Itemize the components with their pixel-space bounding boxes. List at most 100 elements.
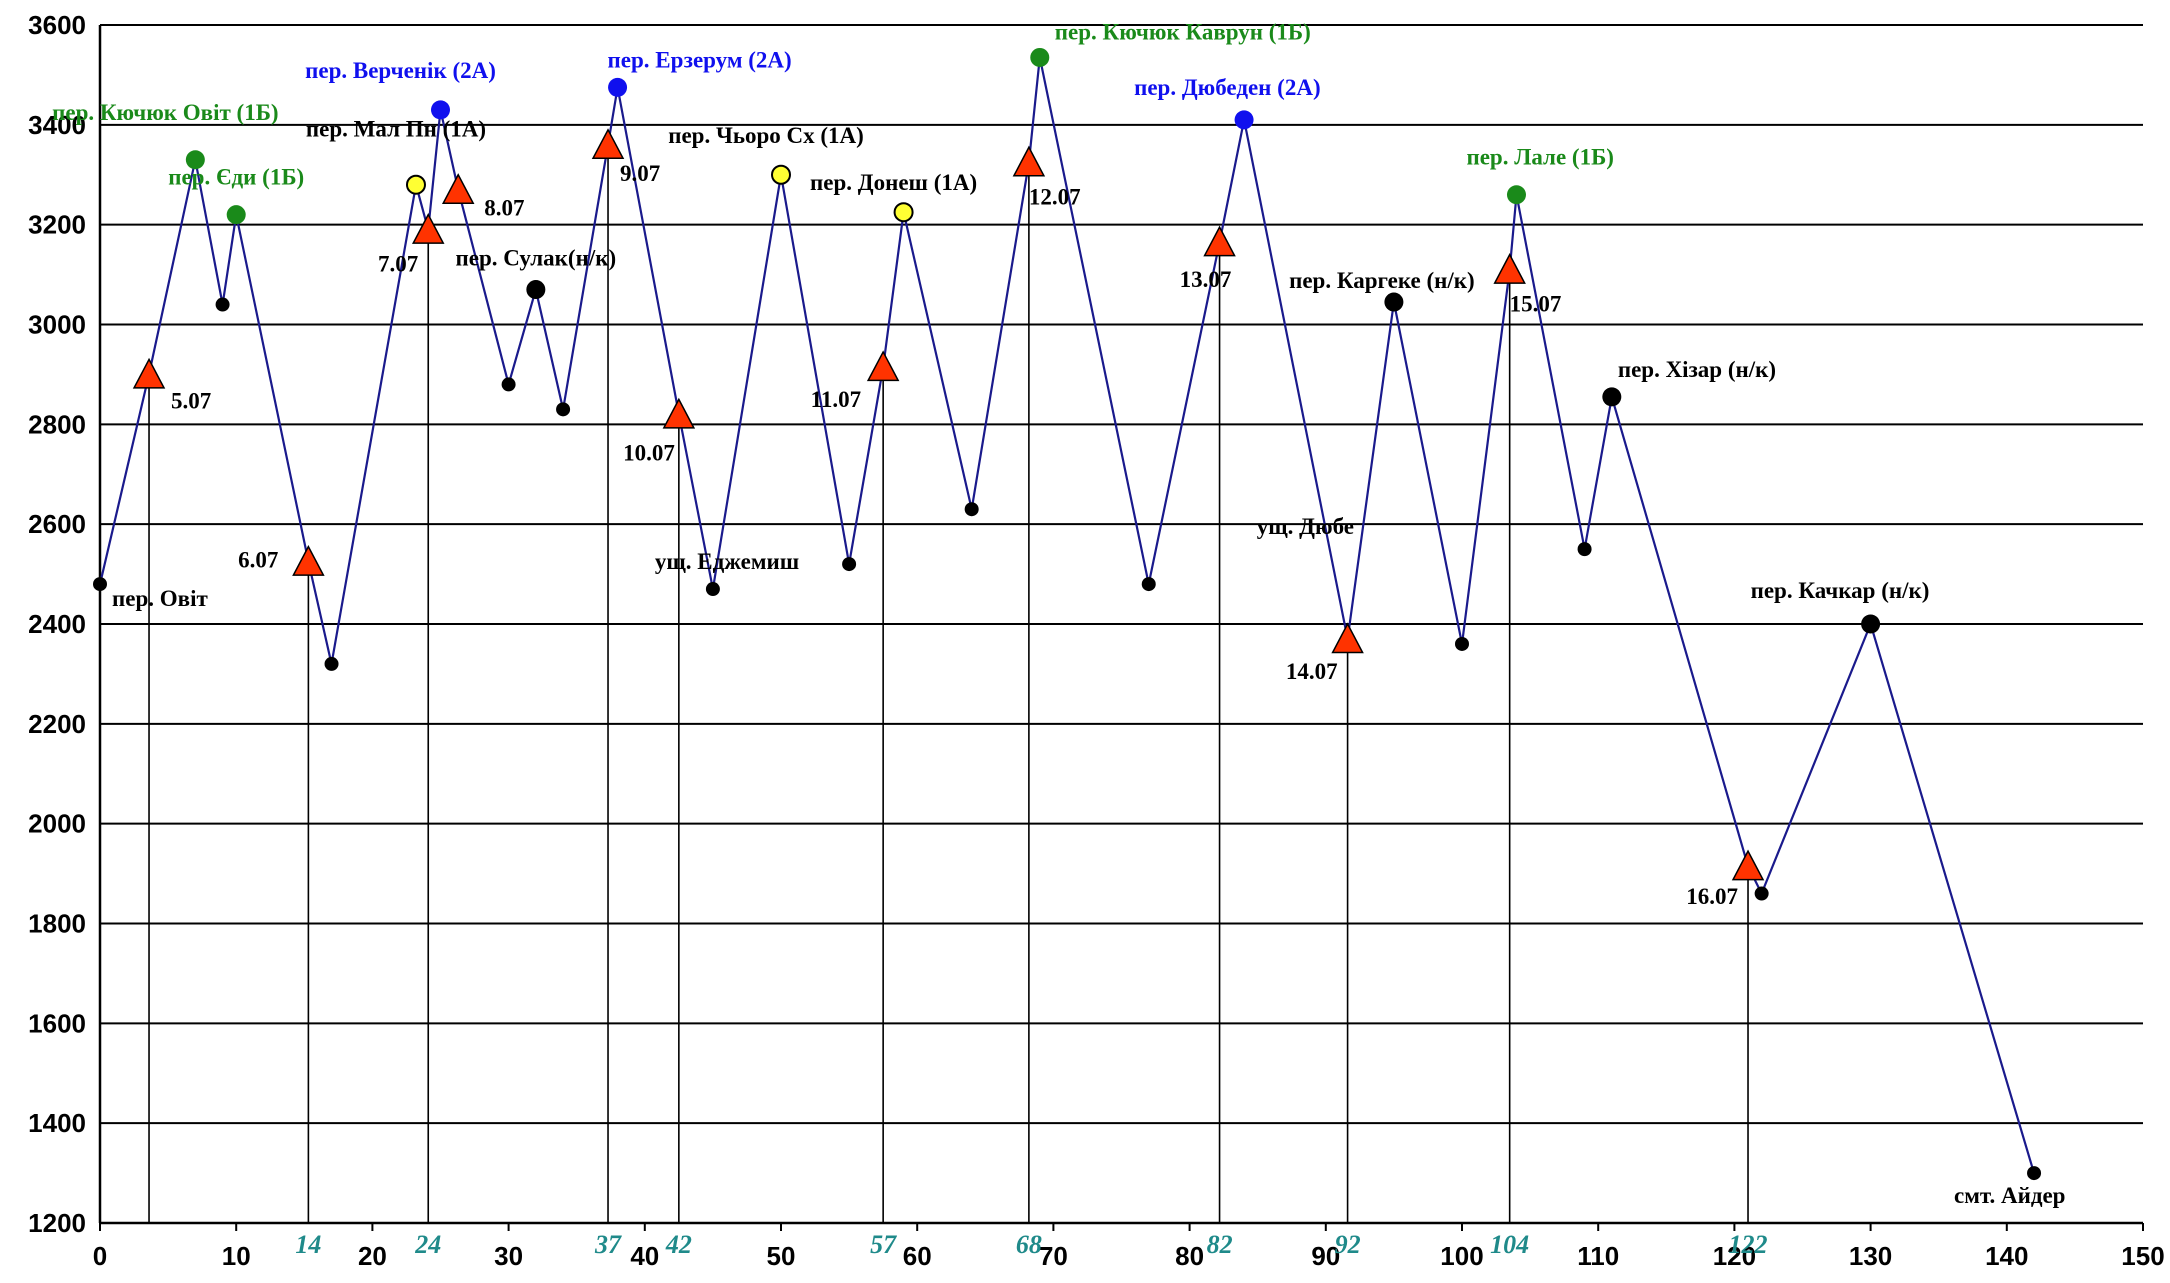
point-labels: пер. Овіт 5.07 пер. Кючюк Овіт (1Б) пер. Єд… <box>52 19 2065 1208</box>
point-label: 13.07 <box>1180 267 1232 292</box>
y-tick-label: 3200 <box>28 210 86 240</box>
day-distance-label: 42 <box>665 1230 692 1259</box>
point-label: пер. Лале (1Б) <box>1466 145 1613 170</box>
x-tick-label: 20 <box>358 1241 387 1271</box>
day-distance-labels: 14 24 37 42 57 68 82 92 104 122 <box>295 1230 1767 1259</box>
y-tick-label: 2200 <box>28 709 86 739</box>
point-label: 6.07 <box>238 548 278 573</box>
x-tick-label: 10 <box>222 1241 251 1271</box>
point-label: 9.07 <box>620 161 660 186</box>
camp-triangle-marker <box>591 128 625 160</box>
pass-marker-1b <box>185 150 205 170</box>
camp-triangle-marker <box>1331 622 1364 654</box>
point-label: пер. Верченік (2А) <box>305 58 496 83</box>
point-label: ущ. Еджемиш <box>655 549 799 574</box>
point-label: 15.07 <box>1510 292 1562 317</box>
waypoint-dot-marker <box>2027 1166 2042 1181</box>
y-tick-label: 1800 <box>28 909 86 939</box>
point-label: смт. Айдер <box>1954 1183 2065 1208</box>
camp-triangle-marker <box>1203 225 1236 257</box>
point-label: пер. Сулак(н/к) <box>456 246 617 271</box>
y-tick-label: 1600 <box>28 1008 86 1038</box>
waypoint-dot-marker <box>1577 542 1592 557</box>
annotation-label: ущ. Дюбе <box>1257 514 1354 539</box>
point-label: 16.07 <box>1686 884 1738 909</box>
y-tick-label: 3400 <box>28 110 86 140</box>
point-label: 5.07 <box>171 388 211 413</box>
x-tick-label: 50 <box>767 1241 796 1271</box>
profile-markers <box>93 47 2042 1181</box>
y-tick-label: 2400 <box>28 609 86 639</box>
point-label: пер. Кючюк Каврун (1Б) <box>1055 19 1311 44</box>
x-tick-label: 60 <box>903 1241 932 1271</box>
y-tick-label: 2800 <box>28 409 86 439</box>
camp-triangle-marker <box>411 213 445 244</box>
point-label: пер. Дюбеден (2А) <box>1134 75 1321 100</box>
point-label: пер. Донеш (1А) <box>810 170 977 195</box>
waypoint-dot-marker <box>1754 886 1769 901</box>
day-distance-label: 82 <box>1207 1230 1233 1259</box>
y-tick-labels: 1200 1400 1600 1800 2000 2200 2400 2600 2800 3000… <box>28 10 86 1238</box>
y-tick-label: 1200 <box>28 1208 86 1238</box>
x-tick-label: 140 <box>1985 1241 2028 1271</box>
day-distance-label: 57 <box>870 1230 897 1259</box>
waypoint-dot-marker <box>556 402 571 417</box>
pass-marker-1b <box>226 205 246 225</box>
camp-triangle-marker <box>292 544 325 576</box>
y-tick-label: 2600 <box>28 509 86 539</box>
point-label: пер. Каргеке (н/к) <box>1289 268 1475 293</box>
day-distance-label: 68 <box>1016 1230 1042 1259</box>
y-gridlines <box>100 24 2143 1224</box>
x-tick-label: 40 <box>630 1241 659 1271</box>
point-label: пер. Овіт <box>112 586 208 611</box>
pass-marker-1a <box>405 174 426 195</box>
waypoint-dot-marker <box>93 577 107 592</box>
pass-marker-unrated <box>1602 387 1622 407</box>
camp-triangle-marker <box>1012 145 1046 177</box>
camp-triangle-marker <box>441 173 475 204</box>
point-label: 14.07 <box>1286 659 1338 684</box>
pass-marker-2a <box>431 100 450 120</box>
pass-marker-unrated <box>1384 292 1404 312</box>
y-tick-label: 2000 <box>28 809 86 839</box>
pass-marker-unrated <box>526 280 546 300</box>
x-tick-label: 100 <box>1440 1241 1483 1271</box>
point-label: пер. Чьоро Сх (1А) <box>668 123 864 148</box>
day-distance-label: 24 <box>414 1230 441 1259</box>
day-distance-label: 104 <box>1490 1230 1529 1259</box>
waypoint-dot-marker <box>1455 636 1469 651</box>
day-distance-label: 37 <box>594 1230 622 1259</box>
waypoint-dot-marker <box>215 297 230 312</box>
day-distance-label: 92 <box>1335 1230 1361 1259</box>
point-label: пер. Мал Пн (1А) <box>306 117 486 142</box>
x-tick-label: 90 <box>1311 1241 1340 1271</box>
point-label: 7.07 <box>378 252 418 277</box>
x-tick-label: 120 <box>1713 1241 1756 1271</box>
axes <box>98 25 2144 1231</box>
waypoint-dot-marker <box>1141 577 1156 592</box>
day-distance-label: 14 <box>295 1230 321 1259</box>
x-tick-label: 70 <box>1039 1241 1068 1271</box>
camp-triangle-marker <box>132 357 166 389</box>
point-label: 12.07 <box>1029 184 1081 209</box>
y-tick-label: 1400 <box>28 1108 86 1138</box>
camp-triangle-marker <box>1731 849 1765 881</box>
y-tick-label: 3600 <box>28 10 86 40</box>
pass-marker-2a <box>608 77 628 97</box>
pass-marker-1a <box>771 164 791 185</box>
x-tick-label: 150 <box>2121 1241 2164 1271</box>
point-label: пер. Кючюк Овіт (1Б) <box>52 100 278 125</box>
camp-triangle-marker <box>866 350 900 382</box>
x-tick-label: 130 <box>1849 1241 1892 1271</box>
point-label: пер. Качкар (н/к) <box>1751 578 1930 603</box>
day-distance-label: 122 <box>1729 1230 1768 1259</box>
point-label: пер. Єди (1Б) <box>168 165 304 190</box>
x-tick-label: 30 <box>494 1241 523 1271</box>
waypoint-dot-marker <box>501 377 516 392</box>
x-tick-label: 80 <box>1175 1241 1204 1271</box>
pass-marker-1b <box>1030 47 1050 67</box>
day-drop-lines <box>148 144 1749 1223</box>
waypoint-dot-marker <box>964 502 979 517</box>
point-label: пер. Ерзерум (2А) <box>608 47 792 72</box>
